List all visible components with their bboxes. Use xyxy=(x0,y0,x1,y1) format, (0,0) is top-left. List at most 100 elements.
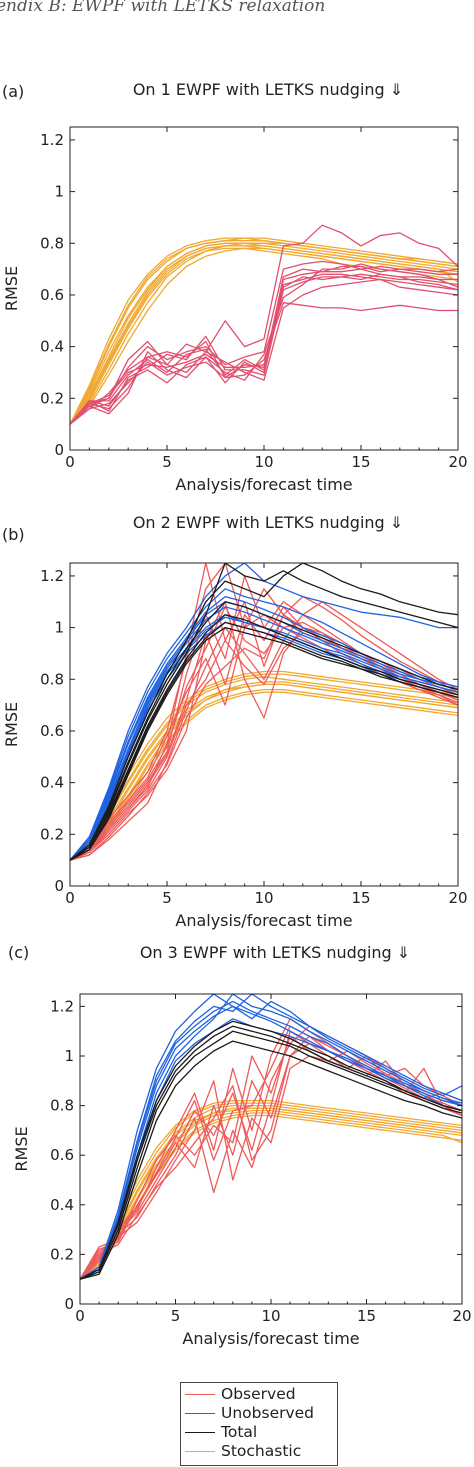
series-line-observed-10 xyxy=(70,268,458,425)
y-tick-label: 0.6 xyxy=(40,722,64,740)
legend-label-observed: Observed xyxy=(221,1385,296,1403)
x-tick-label: 10 xyxy=(254,453,273,471)
series-line-total-4 xyxy=(80,1025,462,1280)
series-line-unobserved-6 xyxy=(70,606,458,861)
y-tick-label: 0.8 xyxy=(40,670,64,688)
series-line-observed-8 xyxy=(80,1025,462,1280)
series-line-total-5 xyxy=(70,621,458,861)
legend-swatch-stochastic xyxy=(185,1451,215,1452)
x-tick-label: 20 xyxy=(448,453,467,471)
figure-panels: (a) On 1 EWPF with LETKS nudging ⇓0 5 10 15 2… xyxy=(2,80,472,1348)
series-line-stochastic-4 xyxy=(70,245,458,425)
y-tick-label: 0 xyxy=(54,441,64,459)
legend-swatch-total xyxy=(185,1432,215,1433)
panel-title: On 2 EWPF with LETKS nudging ⇓ xyxy=(133,513,403,532)
panel-label: (c) xyxy=(8,943,29,962)
series-line-stochastic-3 xyxy=(70,240,458,425)
x-tick-label: 0 xyxy=(75,1307,85,1325)
y-tick-label: 1.2 xyxy=(40,567,64,585)
series-line-observed-1 xyxy=(70,224,458,425)
series-line-observed-3 xyxy=(70,588,458,861)
series-line-unobserved-3 xyxy=(70,588,458,861)
y-tick-label: 0.4 xyxy=(40,338,64,356)
series-line-total-3 xyxy=(80,1040,462,1280)
x-tick-label: 15 xyxy=(351,453,370,471)
legend-swatch-observed xyxy=(185,1394,215,1395)
panel-label: (b) xyxy=(2,525,25,544)
series-line-stochastic-2 xyxy=(80,1109,462,1280)
x-axis-label: Analysis/forecast time xyxy=(175,475,352,494)
plot-frame xyxy=(69,126,459,451)
legend-item-total: Total xyxy=(181,1423,337,1441)
series-line-total-6 xyxy=(70,563,458,861)
series-line-stochastic-4 xyxy=(70,691,458,861)
y-tick-label: 0.6 xyxy=(50,1146,74,1164)
series-line-total-2 xyxy=(70,626,458,861)
series-line-stochastic-7 xyxy=(80,1099,462,1280)
legend-swatch-unobserved xyxy=(185,1413,215,1414)
x-tick-label: 15 xyxy=(351,889,370,907)
y-axis-label: RMSE xyxy=(12,1126,31,1171)
panel-label: (a) xyxy=(2,82,24,101)
series-line-observed-6 xyxy=(80,1035,462,1280)
series-line-stochastic-9 xyxy=(70,237,458,425)
legend-label-unobserved: Unobserved xyxy=(221,1404,315,1422)
series-line-stochastic-8 xyxy=(70,247,458,425)
series-line-total-3 xyxy=(70,601,458,861)
series-line-unobserved-2 xyxy=(80,994,462,1280)
legend-label-stochastic: Stochastic xyxy=(221,1442,302,1460)
y-axis-label: RMSE xyxy=(2,266,21,311)
series-line-observed-8 xyxy=(70,595,458,861)
series-line-stochastic-8 xyxy=(80,1112,462,1280)
series-line-unobserved-1 xyxy=(80,1000,462,1280)
series-line-total-2 xyxy=(80,1020,462,1280)
series-line-observed-10 xyxy=(70,606,458,861)
y-tick-label: 0.8 xyxy=(50,1097,74,1115)
x-tick-label: 20 xyxy=(452,1307,471,1325)
series-line-observed-8 xyxy=(70,302,458,425)
panel-3: (c) On 3 EWPF with LETKS nudging ⇓0 5 10 15 2… xyxy=(8,943,472,1348)
y-tick-label: 0.8 xyxy=(40,234,64,252)
series-line-observed-9 xyxy=(70,606,458,861)
y-tick-label: 0.2 xyxy=(40,825,64,843)
x-tick-label: 10 xyxy=(254,889,273,907)
series-line-stochastic-1 xyxy=(80,1107,462,1280)
y-axis-label: RMSE xyxy=(2,702,21,747)
series-line-unobserved-5 xyxy=(80,994,462,1280)
y-tick-label: 0 xyxy=(54,877,64,895)
x-tick-label: 5 xyxy=(162,889,172,907)
panel-1: (a) On 1 EWPF with LETKS nudging ⇓0 5 10 15 2… xyxy=(2,80,468,494)
panel-2: (b) On 2 EWPF with LETKS nudging ⇓ 0 5 10 15 2… xyxy=(2,513,468,930)
y-tick-label: 0.2 xyxy=(40,389,64,407)
page-header: endix B: EWPF with LETKS relaxation xyxy=(0,0,474,22)
x-tick-label: 5 xyxy=(162,453,172,471)
legend-item-unobserved: Unobserved xyxy=(181,1404,337,1422)
legend-label-total: Total xyxy=(221,1423,258,1441)
y-tick-label: 1 xyxy=(54,183,64,201)
y-tick-label: 0.6 xyxy=(40,286,64,304)
series-line-stochastic-3 xyxy=(70,673,458,861)
legend-item-observed: Observed xyxy=(181,1385,337,1403)
x-axis-label: Analysis/forecast time xyxy=(175,911,352,930)
x-tick-label: 20 xyxy=(448,889,467,907)
y-tick-label: 0.2 xyxy=(50,1245,74,1263)
series-lines xyxy=(70,563,458,861)
series-line-stochastic-5 xyxy=(70,676,458,861)
panel-title: On 3 EWPF with LETKS nudging ⇓ xyxy=(140,943,410,962)
series-line-total-4 xyxy=(70,563,458,861)
series-line-observed-5 xyxy=(80,1025,462,1280)
y-tick-label: 0 xyxy=(64,1295,74,1313)
series-line-observed-4 xyxy=(80,1050,462,1280)
series-lines xyxy=(80,994,462,1280)
y-tick-label: 0.4 xyxy=(50,1196,74,1214)
series-line-stochastic-5 xyxy=(70,237,458,425)
series-line-observed-4 xyxy=(70,278,458,425)
series-line-total-1 xyxy=(80,1030,462,1280)
y-tick-label: 1 xyxy=(64,1047,74,1065)
series-line-observed-4 xyxy=(70,601,458,861)
x-tick-label: 0 xyxy=(65,453,75,471)
series-line-observed-2 xyxy=(80,1035,462,1280)
x-tick-label: 5 xyxy=(171,1307,181,1325)
series-line-observed-7 xyxy=(80,1042,462,1280)
series-line-observed-3 xyxy=(70,265,458,425)
